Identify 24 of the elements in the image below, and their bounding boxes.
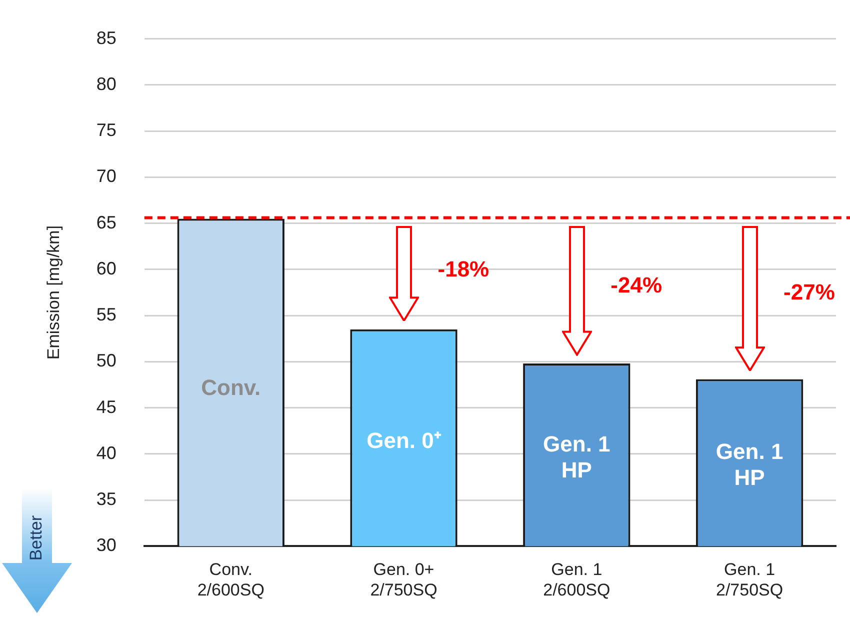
annotation: -24% <box>610 272 662 298</box>
y-tick-label: 80 <box>96 74 116 94</box>
y-tick-label: 60 <box>96 258 116 278</box>
y-tick-label: 85 <box>96 28 116 48</box>
y-tick-label: 70 <box>96 166 116 186</box>
y-tick-label: 65 <box>96 212 116 232</box>
annotation: Gen. 1 HP <box>543 432 610 483</box>
annotation: Gen. 0⁺ <box>366 428 442 454</box>
y-tick-label: 35 <box>96 489 116 510</box>
y-tick-label: 75 <box>96 120 116 140</box>
x-tick-label: Gen. 1 2/600SQ <box>543 560 610 600</box>
annotation: Conv. <box>201 375 261 400</box>
y-tick-label: 45 <box>96 396 116 417</box>
x-tick-label: Gen. 1 2/750SQ <box>716 560 784 600</box>
y-tick-label: 50 <box>96 350 116 371</box>
y-tick-label: 30 <box>96 535 116 556</box>
x-tick-label: Gen. 0+ 2/750SQ <box>370 560 438 600</box>
x-tick-label: Conv. 2/600SQ <box>197 560 264 600</box>
annotation: -27% <box>784 280 835 305</box>
y-axis-title: Emission [mg/km] <box>44 225 63 360</box>
annotation: Gen. 1 HP <box>716 439 784 490</box>
y-tick-label: 40 <box>96 442 116 463</box>
annotation: -18% <box>438 256 490 282</box>
y-tick-label: 55 <box>96 304 116 325</box>
